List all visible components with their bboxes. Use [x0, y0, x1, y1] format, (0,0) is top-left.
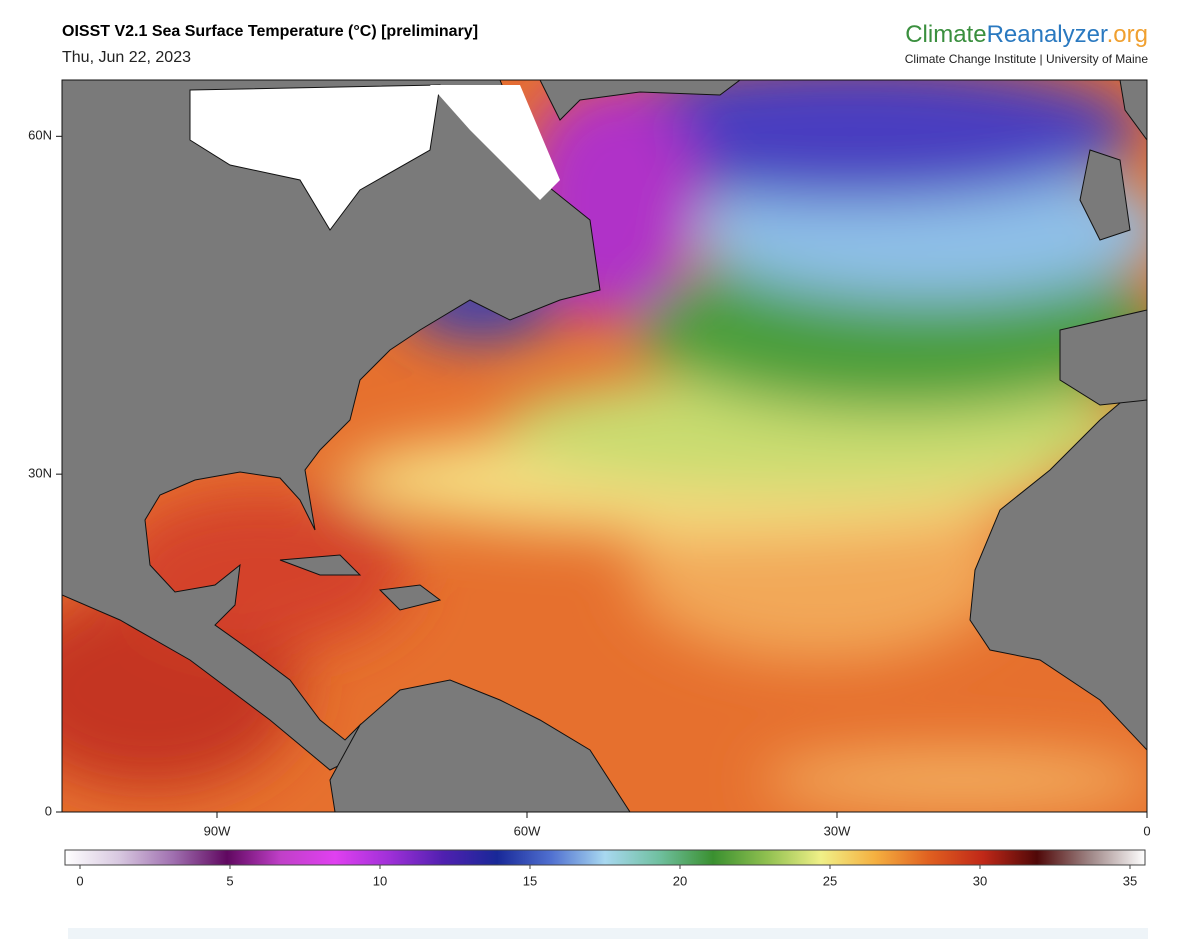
- logo-subtitle: Climate Change Institute | University of…: [905, 52, 1149, 66]
- lat-label: 30N: [28, 466, 52, 481]
- colorbar-label: 15: [523, 873, 537, 888]
- logo-part: .org: [1107, 21, 1148, 48]
- colorbar-label: 35: [1123, 873, 1137, 888]
- colorbar-label: 5: [226, 873, 233, 888]
- map-frame: [61, 79, 1148, 813]
- land: [62, 80, 1147, 812]
- date: Thu, Jun 22, 2023: [62, 49, 191, 66]
- map: [62, 80, 1147, 812]
- colorbar: [64, 849, 1146, 866]
- lon-label: 30W: [824, 823, 851, 838]
- colorbar-label: 20: [673, 873, 687, 888]
- colorbar-label: 25: [823, 873, 837, 888]
- lon-label: 0: [1143, 823, 1150, 838]
- lon-label: 90W: [204, 823, 231, 838]
- axes: 0 30N 60N 90W 60W 30W 0 0 5 10 15 20 25 30 35: [28, 128, 1150, 889]
- footer-bar: [68, 928, 1148, 939]
- colorbar-label: 0: [76, 873, 83, 888]
- logo-part: Climate: [905, 21, 986, 48]
- lon-label: 60W: [514, 823, 541, 838]
- ice: [189, 84, 441, 231]
- logo-part: Reanalyzer: [987, 21, 1108, 48]
- lat-label: 0: [45, 803, 52, 818]
- colorbar-label: 30: [973, 873, 987, 888]
- title: OISST V2.1 Sea Surface Temperature (°C) …: [62, 23, 478, 40]
- ice: [430, 85, 560, 200]
- colorbar-label: 10: [373, 873, 387, 888]
- lat-label: 60N: [28, 128, 52, 143]
- logo: ClimateReanalyzer.org: [905, 21, 1148, 48]
